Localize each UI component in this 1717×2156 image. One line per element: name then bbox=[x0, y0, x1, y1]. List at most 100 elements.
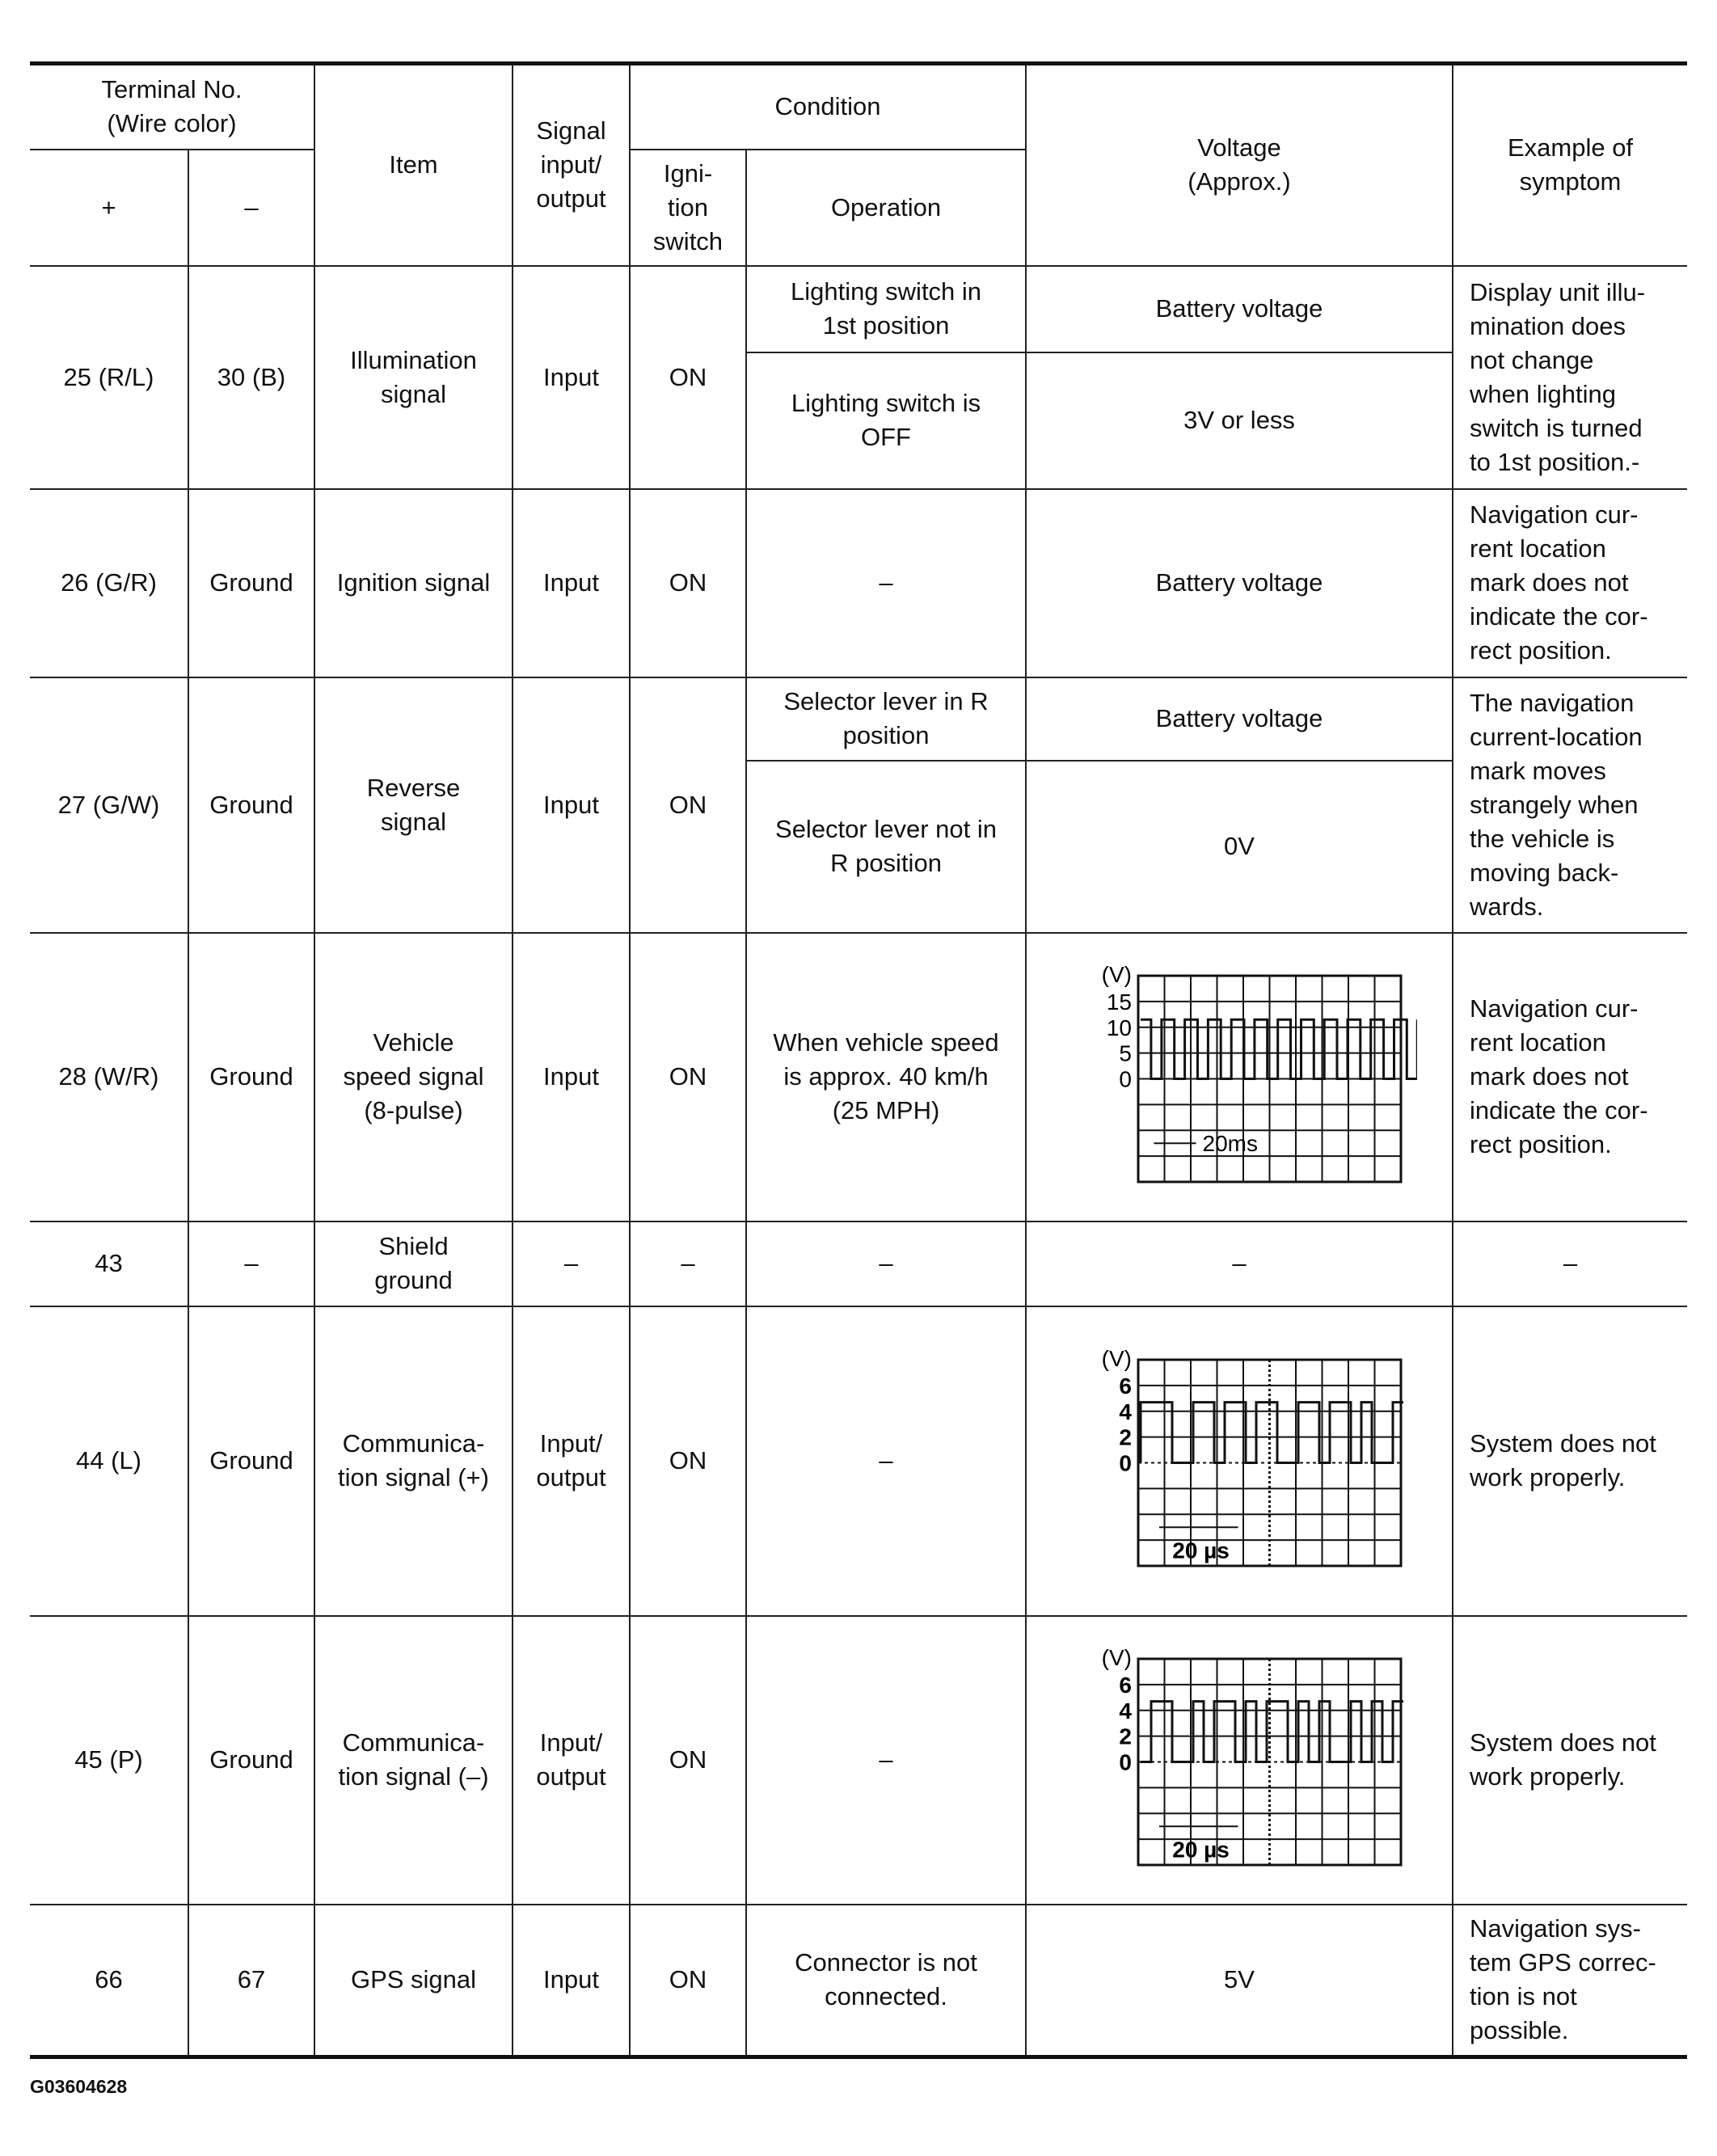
symptom: Navigation sys- tem GPS correc- tion is … bbox=[1452, 1903, 1688, 2059]
voltage-waveform: (V) 6 4 2 0 20 µs bbox=[1025, 1305, 1454, 1617]
voltage: 5V bbox=[1025, 1903, 1454, 2059]
symptom: System does not work properly. bbox=[1452, 1614, 1688, 1905]
plus-terminal: 25 (R/L) bbox=[30, 264, 189, 490]
item: Communica- tion signal (–) bbox=[314, 1614, 513, 1905]
symptom: Navigation cur- rent location mark does … bbox=[1452, 931, 1688, 1222]
y-tick-label: 5 bbox=[1119, 1040, 1132, 1065]
signal: Input bbox=[512, 931, 631, 1222]
y-tick-label: 0 bbox=[1119, 1749, 1132, 1774]
y-tick-label: 6 bbox=[1119, 1373, 1132, 1398]
y-tick-label: 10 bbox=[1107, 1015, 1132, 1040]
time-scale-label: 20 µs bbox=[1172, 1837, 1230, 1862]
plus-terminal: 26 (G/R) bbox=[30, 487, 189, 678]
signal: – bbox=[512, 1220, 631, 1307]
plus-terminal: 44 (L) bbox=[30, 1305, 189, 1617]
table-row: 26 (G/R) Ground Ignition signal Input ON… bbox=[30, 487, 1688, 678]
symptom: Display unit illu- mination does not cha… bbox=[1452, 264, 1688, 490]
voltage: Battery voltage bbox=[1025, 676, 1454, 762]
operation: Selector lever in R position bbox=[745, 676, 1027, 762]
header-terminal: Terminal No. (Wire color) bbox=[30, 61, 315, 150]
table-row: 44 (L) Ground Communica- tion signal (+)… bbox=[30, 1305, 1688, 1617]
operation: Connector is not connected. bbox=[745, 1903, 1027, 2059]
plus-terminal: 66 bbox=[30, 1903, 189, 2059]
table-row: 27 (G/W) Ground Reverse signal Input ON … bbox=[30, 676, 1688, 934]
operation: – bbox=[745, 1220, 1027, 1307]
minus-terminal: Ground bbox=[188, 931, 315, 1222]
minus-terminal: Ground bbox=[188, 1614, 315, 1905]
signal: Input/ output bbox=[512, 1305, 631, 1617]
operation: Lighting switch in 1st position bbox=[745, 264, 1027, 353]
signal: Input/ output bbox=[512, 1614, 631, 1905]
signal-trace bbox=[1141, 1699, 1404, 1763]
voltage: 3V or less bbox=[1025, 351, 1453, 490]
minus-terminal: Ground bbox=[188, 1305, 315, 1617]
operation: When vehicle speed is approx. 40 km/h (2… bbox=[745, 931, 1027, 1222]
unit-label: (V) bbox=[1102, 1346, 1132, 1371]
operation: – bbox=[745, 487, 1027, 678]
minus-terminal: 30 (B) bbox=[188, 264, 315, 490]
symptom: Navigation cur- rent location mark does … bbox=[1452, 487, 1688, 678]
figure-id: G03604628 bbox=[30, 2076, 128, 2097]
voltage-waveform: (V) 15 10 5 0 20ms bbox=[1025, 931, 1454, 1222]
unit-label: (V) bbox=[1102, 962, 1132, 987]
operation: – bbox=[745, 1305, 1027, 1617]
table-row: 25 (R/L) 30 (B) Illumination signal Inpu… bbox=[30, 264, 1688, 490]
item: Illumination signal bbox=[314, 264, 513, 490]
plus-terminal: 27 (G/W) bbox=[30, 676, 189, 934]
symptom: System does not work properly. bbox=[1452, 1305, 1688, 1617]
header-ignition: Igni- tion switch bbox=[629, 148, 747, 267]
header-plus: + bbox=[30, 148, 189, 267]
operation: – bbox=[745, 1614, 1027, 1905]
y-tick-label: 2 bbox=[1119, 1424, 1132, 1449]
plus-terminal: 28 (W/R) bbox=[30, 931, 189, 1222]
voltage-waveform: (V) 6 4 2 0 20 µs bbox=[1025, 1614, 1454, 1905]
header-minus: – bbox=[188, 148, 315, 267]
ignition: ON bbox=[629, 676, 747, 934]
item: Communica- tion signal (+) bbox=[314, 1305, 513, 1617]
y-tick-label: 15 bbox=[1107, 989, 1132, 1014]
time-scale-label: 20ms bbox=[1203, 1131, 1258, 1156]
ignition: ON bbox=[629, 264, 747, 490]
ignition: – bbox=[629, 1220, 747, 1307]
ignition: ON bbox=[629, 487, 747, 678]
symptom: – bbox=[1452, 1220, 1688, 1307]
minus-terminal: 67 bbox=[188, 1903, 315, 2059]
y-tick-label: 4 bbox=[1119, 1698, 1132, 1723]
signal: Input bbox=[512, 487, 631, 678]
header-voltage: Voltage (Approx.) bbox=[1025, 61, 1454, 267]
y-tick-label: 4 bbox=[1119, 1399, 1132, 1424]
operation: Lighting switch is OFF bbox=[746, 351, 1027, 490]
plus-terminal: 45 (P) bbox=[30, 1614, 189, 1905]
table-row: 28 (W/R) Ground Vehicle speed signal (8-… bbox=[30, 931, 1688, 1222]
header-item: Item bbox=[314, 61, 513, 267]
table-row: 45 (P) Ground Communica- tion signal (–)… bbox=[30, 1614, 1688, 1905]
item: Vehicle speed signal (8-pulse) bbox=[314, 931, 513, 1222]
unit-label: (V) bbox=[1102, 1645, 1132, 1670]
table-row: 43 – Shield ground – – – – – bbox=[30, 1220, 1688, 1307]
header-signal: Signal input/ output bbox=[512, 61, 631, 267]
header-operation: Operation bbox=[745, 148, 1027, 267]
ignition: ON bbox=[629, 1305, 747, 1617]
item: GPS signal bbox=[314, 1903, 513, 2059]
y-tick-label: 6 bbox=[1119, 1672, 1132, 1697]
signal: Input bbox=[512, 1903, 631, 2059]
time-scale-label: 20 µs bbox=[1172, 1538, 1230, 1563]
terminal-table: Terminal No. (Wire color) Item Signal in… bbox=[30, 61, 1688, 2059]
y-tick-label: 0 bbox=[1119, 1066, 1132, 1091]
symptom: The navigation current-location mark mov… bbox=[1452, 676, 1688, 934]
ignition: ON bbox=[629, 1614, 747, 1905]
signal-trace bbox=[1141, 1018, 1419, 1080]
plus-terminal: 43 bbox=[30, 1220, 189, 1307]
minus-terminal: Ground bbox=[188, 487, 315, 678]
minus-terminal: Ground bbox=[188, 676, 315, 934]
voltage: Battery voltage bbox=[1025, 264, 1454, 353]
item: Reverse signal bbox=[314, 676, 513, 934]
signal: Input bbox=[512, 676, 631, 934]
ignition: ON bbox=[629, 1903, 747, 2059]
voltage: 0V bbox=[1025, 759, 1453, 934]
ignition: ON bbox=[629, 931, 747, 1222]
y-tick-label: 2 bbox=[1119, 1724, 1132, 1749]
